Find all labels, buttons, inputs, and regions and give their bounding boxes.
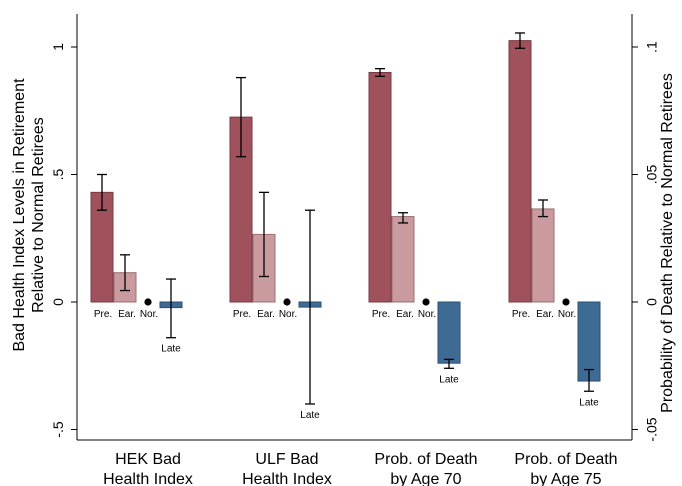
bar-pre bbox=[368, 72, 392, 303]
normal-reference-dot bbox=[144, 298, 152, 306]
normal-reference-dot bbox=[283, 298, 291, 306]
bar-label-normal: Nor. bbox=[140, 309, 158, 320]
bar-label-pre: Pre. bbox=[372, 309, 390, 320]
normal-reference-dot bbox=[562, 298, 570, 306]
bar-label-pre: Pre. bbox=[94, 309, 112, 320]
left-axis-title-line: Bad Health Index Levels in Retirement bbox=[11, 78, 28, 352]
bar-late bbox=[437, 301, 461, 364]
category-label-line: by Age 70 bbox=[390, 471, 461, 486]
bar-early bbox=[531, 208, 555, 303]
category-label-line: Health Index bbox=[103, 471, 193, 486]
bar-pre bbox=[508, 40, 532, 303]
category-label-line: ULF Bad bbox=[255, 451, 318, 468]
bar-label-late: Late bbox=[300, 410, 320, 421]
category-label-line: Health Index bbox=[242, 471, 332, 486]
labels: Pre. Ear. Nor. Late HEK Bad Health Index Pre. E… bbox=[94, 309, 618, 486]
category-label: ULF Bad Health Index bbox=[242, 451, 332, 486]
bar-label-pre: Pre. bbox=[233, 309, 251, 320]
category-label: Prob. of Death by Age 70 bbox=[374, 451, 477, 486]
category-label-line: HEK Bad bbox=[115, 451, 181, 468]
category-label-line: Prob. of Death bbox=[514, 451, 617, 468]
left-tick-label: -.5 bbox=[50, 421, 66, 438]
bar-label-normal: Nor. bbox=[279, 309, 297, 320]
left-axis-title-line: Relative to Normal Retirees bbox=[30, 117, 47, 313]
error-bars bbox=[97, 32, 594, 405]
bar-label-late: Late bbox=[579, 397, 599, 408]
bar-label-late: Late bbox=[439, 374, 459, 385]
bar-label-early: Ear. bbox=[257, 309, 275, 320]
left-tick-label: 0 bbox=[50, 298, 66, 306]
bar-early bbox=[391, 216, 415, 303]
left-tick-label: .5 bbox=[50, 168, 66, 180]
bar-label-early: Ear. bbox=[118, 309, 136, 320]
category-label-line: Prob. of Death bbox=[374, 451, 477, 468]
category-label: HEK Bad Health Index bbox=[103, 451, 193, 486]
bar-label-pre: Pre. bbox=[512, 309, 530, 320]
bar-label-normal: Nor. bbox=[418, 309, 436, 320]
bars bbox=[90, 40, 601, 382]
right-tick-label: -.05 bbox=[643, 417, 659, 441]
bar-label-normal: Nor. bbox=[558, 309, 576, 320]
normal-reference-dot bbox=[422, 298, 430, 306]
category-label: Prob. of Death by Age 75 bbox=[514, 451, 617, 486]
bar-label-early: Ear. bbox=[396, 309, 414, 320]
left-tick-label: 1 bbox=[50, 43, 66, 51]
axes: -.5 0 .5 1 -.05 0 .05 .1 Bad Health Index Levels… bbox=[11, 14, 676, 442]
right-tick-label: .05 bbox=[643, 165, 659, 185]
right-axis-title: Probability of Death Relative to Normal … bbox=[659, 73, 676, 413]
right-tick-label: .1 bbox=[643, 41, 659, 53]
bar-label-late: Late bbox=[161, 344, 181, 355]
right-tick-label: 0 bbox=[643, 298, 659, 306]
left-axis-title: Bad Health Index Levels in Retirement Rel… bbox=[11, 78, 47, 352]
category-label-line: by Age 75 bbox=[530, 471, 601, 486]
bar-label-early: Ear. bbox=[536, 309, 554, 320]
